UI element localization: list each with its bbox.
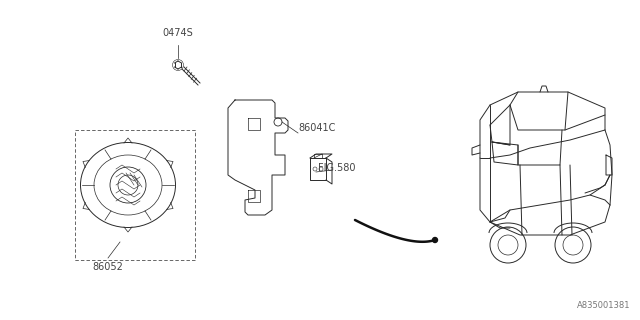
Circle shape — [433, 237, 438, 243]
Text: 0474S: 0474S — [163, 28, 193, 38]
Text: A835001381: A835001381 — [577, 301, 630, 310]
Text: 86052: 86052 — [93, 262, 124, 272]
Text: 86041C: 86041C — [298, 123, 335, 133]
Text: FIG.580: FIG.580 — [318, 163, 355, 173]
